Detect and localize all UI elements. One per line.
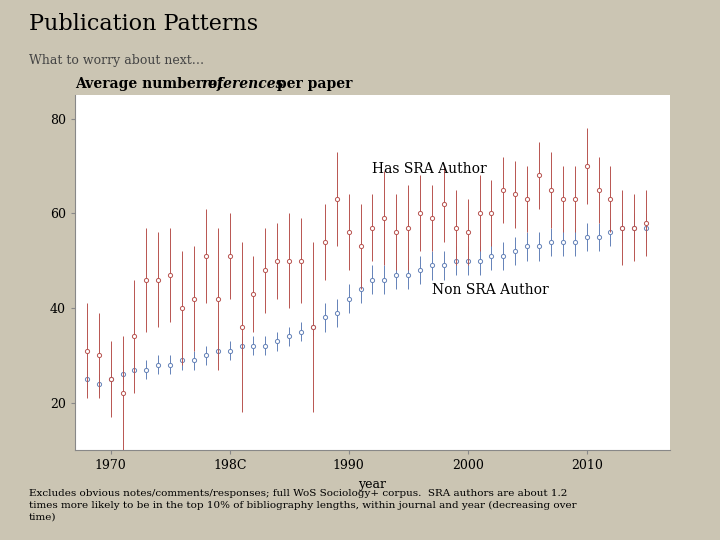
Text: Has SRA Author: Has SRA Author (372, 162, 487, 176)
Text: What to worry about next…: What to worry about next… (29, 54, 204, 67)
Text: Average number of: Average number of (75, 77, 228, 91)
Text: references: references (201, 77, 284, 91)
Text: Non SRA Author: Non SRA Author (432, 283, 549, 297)
Text: Excludes obvious notes/comments/responses; full WoS Sociology+ corpus.  SRA auth: Excludes obvious notes/comments/response… (29, 489, 577, 522)
X-axis label: year: year (359, 477, 387, 490)
Text: per paper: per paper (271, 77, 352, 91)
Text: Publication Patterns: Publication Patterns (29, 14, 258, 36)
